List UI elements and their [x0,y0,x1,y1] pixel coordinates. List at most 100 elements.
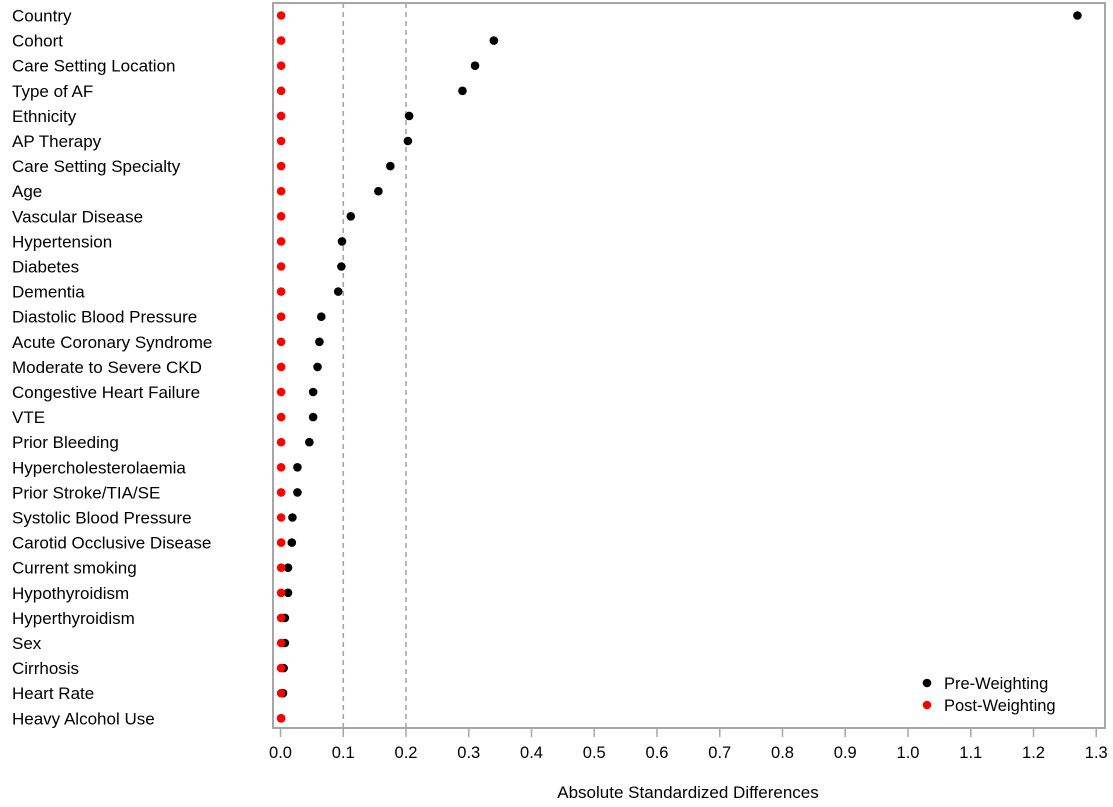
post-weighting-point [276,588,286,598]
pre-weighting-point [1073,11,1082,20]
x-axis-title: Absolute Standardized Differences [557,783,818,802]
x-tick-label: 0.1 [332,744,355,762]
pre-weighting-point [386,161,395,171]
category-label: Age [12,182,42,201]
pre-weighting-point [308,412,318,422]
category-label: Diabetes [12,258,79,277]
post-weighting-point [276,362,286,372]
category-label: Country [12,7,72,26]
category-label: Heavy Alcohol Use [12,709,155,728]
post-weighting-point [276,563,286,572]
pre-weighting-point [288,513,297,522]
post-weighting-point [276,488,286,497]
category-label: Acute Coronary Syndrome [12,333,212,352]
post-weighting-point [276,111,286,121]
category-label: AP Therapy [12,132,102,151]
post-weighting-point [276,287,286,296]
post-weighting-point [276,387,286,397]
post-weighting-point [276,663,286,673]
post-weighting-point [276,262,286,271]
pre-weighting-point [283,588,293,598]
post-weighting-point [276,714,286,723]
category-label: Moderate to Severe CKD [12,358,202,377]
post-weighting-point [276,513,286,522]
legend-label-post-weighting: Post-Weighting [944,697,1056,715]
x-tick-label: 0.5 [583,744,606,762]
x-tick-label: 0.3 [457,744,480,762]
post-weighting-point [276,86,286,96]
category-label: Diastolic Blood Pressure [12,308,197,327]
plot-frame [272,2,1106,729]
category-label: Care Setting Location [12,57,176,76]
data-points [276,11,1082,723]
category-label: Hypercholesterolaemia [12,458,186,477]
legend-marker-pre-weighting [922,678,932,688]
post-weighting-point [276,312,286,322]
post-weighting-point [276,161,286,171]
x-tick-label: 0.8 [771,744,794,762]
legend-marker-post-weighting [922,700,932,710]
category-label: Heart Rate [12,684,94,703]
category-label: Hypertension [12,232,112,251]
legend: Pre-Weighting Post-Weighting [922,675,1056,715]
category-label: Carotid Occlusive Disease [12,534,211,553]
pre-weighting-point [458,86,467,96]
x-tick-label: 1.3 [1085,744,1108,762]
x-tick-label: 0.7 [708,744,731,762]
pre-weighting-point [316,312,326,322]
pre-weighting-point [489,36,499,45]
category-label: Current smoking [12,559,137,578]
pre-weighting-point [374,186,383,196]
pre-weighting-point [313,362,322,372]
pre-weighting-point [404,111,414,121]
x-axis-ticks: 0.0 0.1 0.2 0.3 0.4 0.5 0.6 0.7 0.8 0.9 1.0 1.1 1.2 1… [269,728,1108,762]
legend-label-pre-weighting: Pre-Weighting [944,675,1048,693]
reference-lines [342,3,407,728]
post-weighting-point [276,638,286,648]
category-label: Hyperthyroidism [12,609,135,628]
pre-weighting-point [333,287,343,296]
post-weighting-point [276,136,286,146]
category-label: Systolic Blood Pressure [12,509,192,528]
post-weighting-point [276,463,286,472]
category-label: Care Setting Specialty [12,157,181,176]
x-tick-label: 0.6 [646,744,669,762]
category-label: Prior Stroke/TIA/SE [12,483,160,502]
category-labels: Country Cohort Care Setting Location Type o… [12,7,212,729]
pre-weighting-point [315,337,324,347]
post-weighting-point [276,11,286,20]
x-tick-label: 1.1 [959,744,982,762]
category-label: Congestive Heart Failure [12,383,200,402]
post-weighting-point [276,437,286,447]
post-weighting-point [276,412,286,422]
pre-weighting-point [293,463,302,472]
post-weighting-point [276,613,286,623]
pre-weighting-point [337,237,347,246]
x-tick-label: 1.0 [897,744,920,762]
category-label: Cohort [12,32,63,51]
category-label: Dementia [12,283,85,302]
category-label: Vascular Disease [12,207,143,226]
pre-weighting-point [283,563,293,572]
pre-weighting-point [287,538,297,547]
pre-weighting-point [308,387,318,397]
x-tick-label: 0.4 [520,744,543,762]
post-weighting-point [276,186,286,196]
category-label: Prior Bleeding [12,433,119,452]
post-weighting-point [276,688,286,698]
x-tick-label: 0.9 [834,744,857,762]
pre-weighting-point [470,61,480,70]
category-label: Ethnicity [12,107,77,126]
pre-weighting-point [337,262,346,271]
pre-weighting-point [346,212,356,221]
x-tick-label: 0.0 [269,744,292,762]
pre-weighting-point [305,437,314,447]
x-tick-label: 1.2 [1022,744,1045,762]
post-weighting-point [276,61,286,70]
post-weighting-point [276,237,286,246]
post-weighting-point [276,212,286,221]
post-weighting-point [276,538,286,547]
category-label: VTE [12,408,45,427]
x-tick-label: 0.2 [395,744,418,762]
